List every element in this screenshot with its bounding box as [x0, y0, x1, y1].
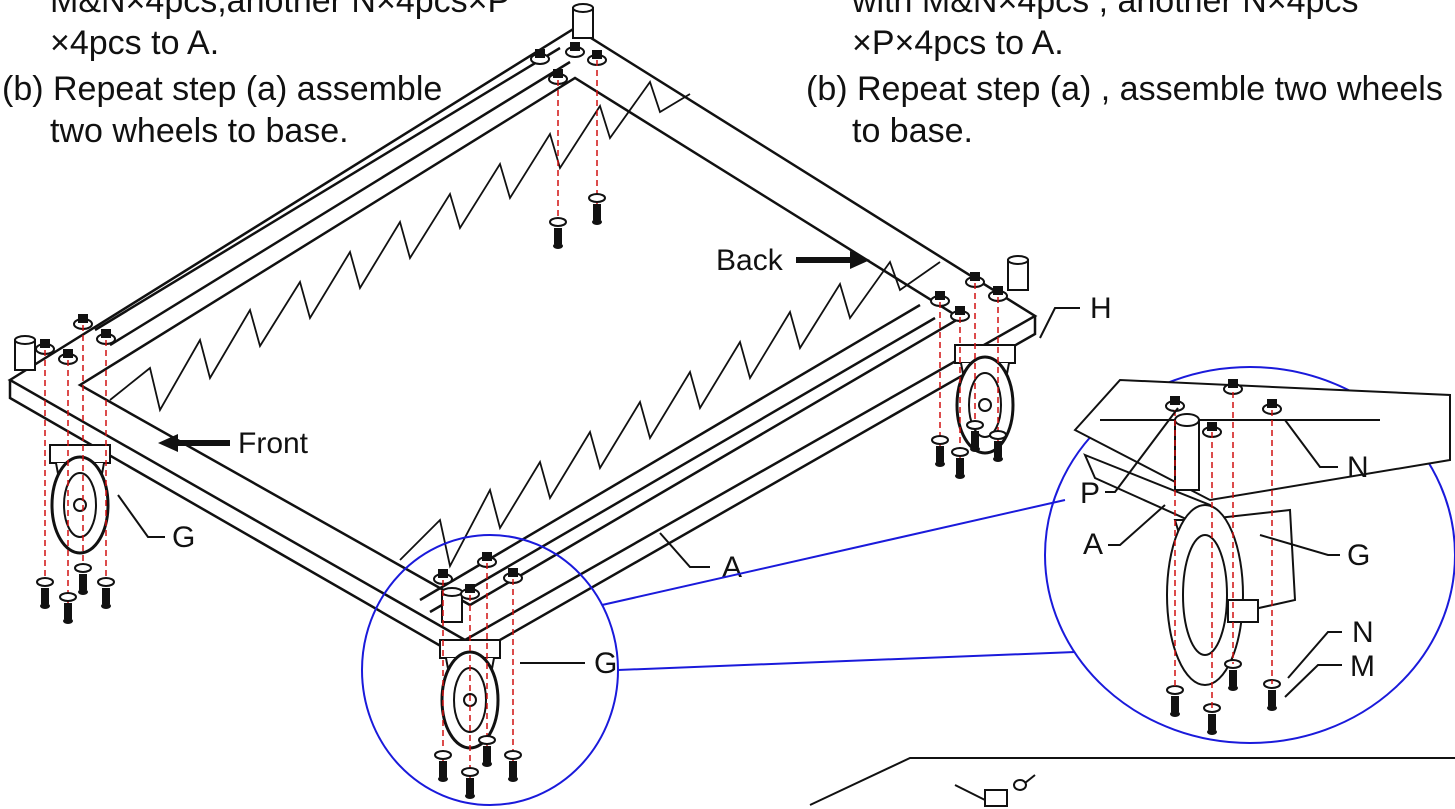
instruction-left-line3: (b) Repeat step (a) assemble	[2, 70, 443, 108]
detail-view	[1073, 378, 1451, 686]
slats-right	[399, 260, 941, 569]
post-back-right	[1007, 255, 1029, 291]
label-a-detail: A	[1083, 528, 1103, 561]
label-g-left: G	[172, 521, 195, 554]
frame-inner	[77, 76, 963, 607]
label-back: Back	[716, 244, 784, 277]
instruction-left-line4: two wheels to base.	[50, 112, 349, 150]
label-n-top: N	[1347, 451, 1369, 484]
callout	[361, 366, 1455, 806]
post-front-left	[14, 335, 36, 371]
label-n-bottom: N	[1352, 616, 1374, 649]
instruction-right-line3: (b) Repeat step (a) , assemble two wheel…	[806, 70, 1443, 108]
instruction-right-line4: to base.	[852, 112, 973, 150]
wheel-front-left	[48, 443, 112, 555]
label-a-main: A	[722, 551, 742, 584]
label-h: H	[1090, 292, 1112, 325]
post-front-right	[441, 587, 463, 623]
base-frame	[7, 26, 1038, 662]
instruction-left-line2: ×4pcs to A.	[50, 24, 220, 62]
label-m: M	[1350, 650, 1375, 683]
instruction-left-line1: M&N×4pcs,another N×4pcs×P	[50, 0, 511, 20]
post-back-left	[572, 3, 594, 39]
callout-circle-large	[1044, 366, 1455, 744]
instruction-right-line1: with M&N×4pcs , another N×4pcs	[852, 0, 1359, 20]
slats-left	[109, 80, 691, 413]
label-g-detail: G	[1347, 539, 1370, 572]
inset-panel	[809, 757, 1455, 807]
label-g-front: G	[594, 647, 617, 680]
screw-axes	[44, 60, 999, 795]
label-p: P	[1080, 477, 1100, 510]
instruction-right-line2: ×P×4pcs to A.	[852, 24, 1064, 62]
label-front: Front	[238, 427, 309, 460]
